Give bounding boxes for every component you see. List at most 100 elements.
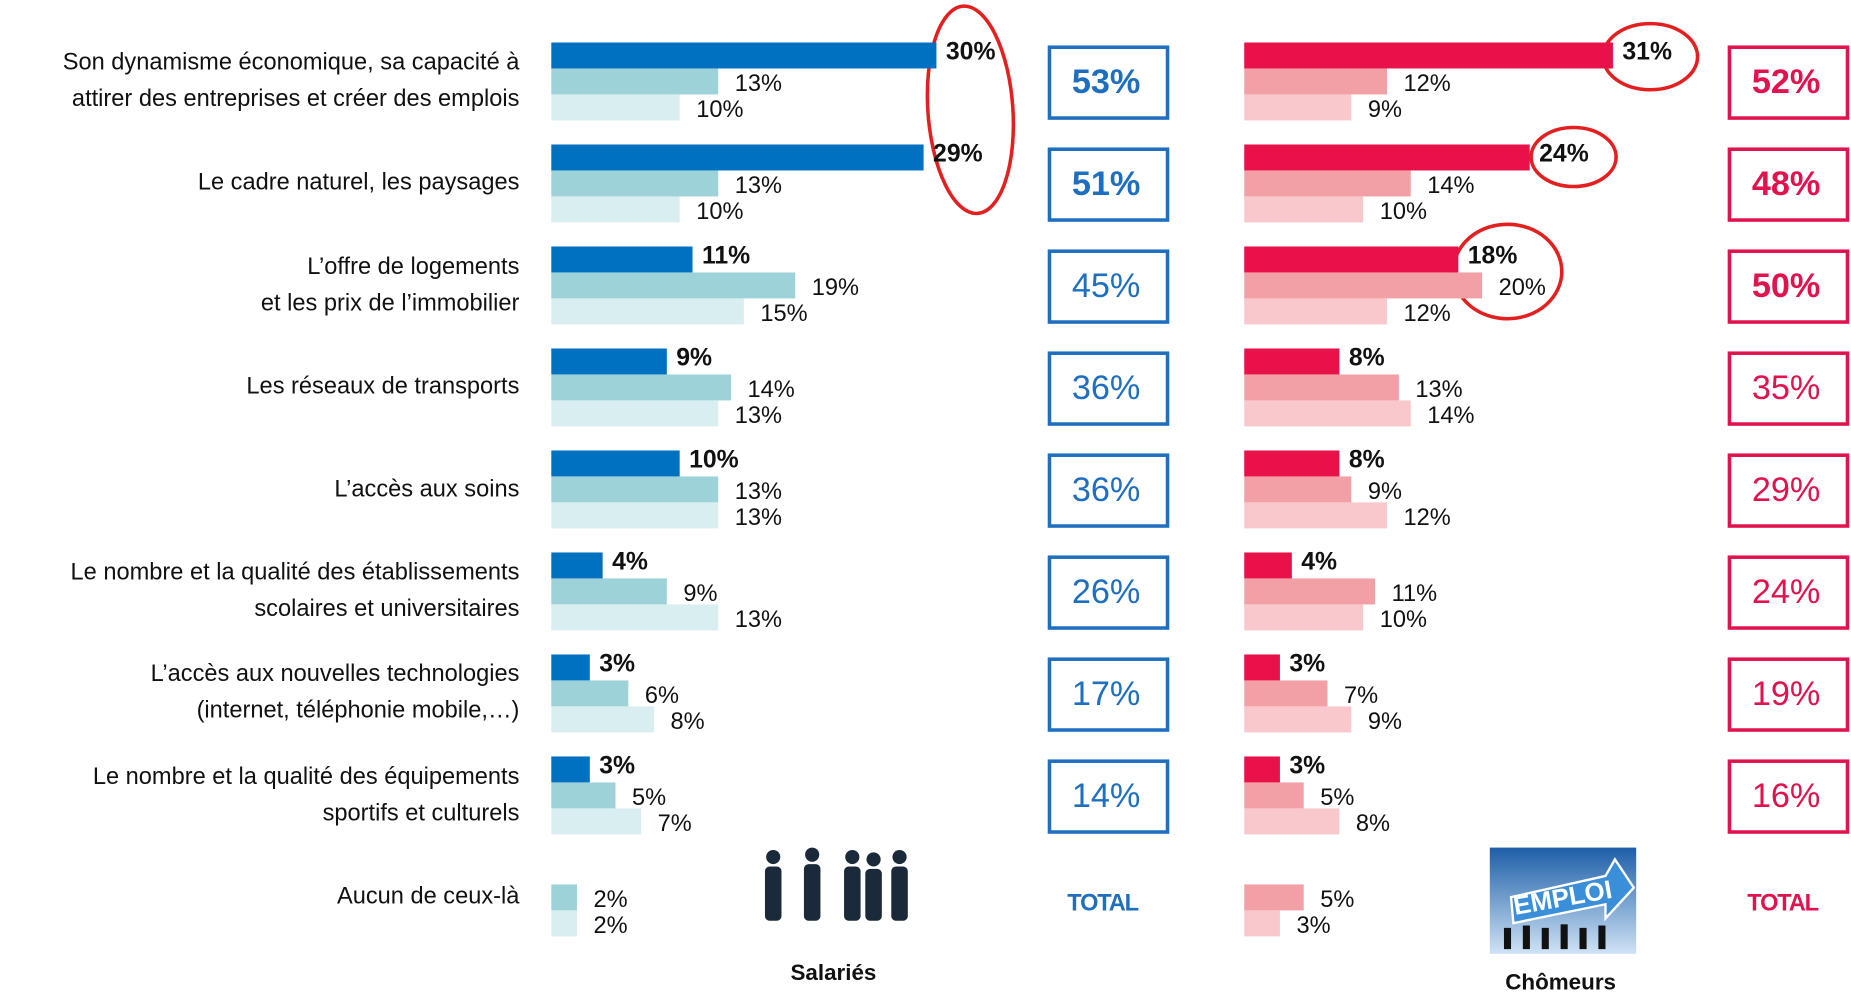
value-label: 3% [599, 651, 635, 678]
salaries-icon [765, 848, 908, 921]
value-label: 19% [812, 275, 859, 301]
total-title: TOTAL [1747, 890, 1818, 916]
value-label: 29% [933, 141, 983, 168]
value-label: 8% [1349, 345, 1385, 372]
bar [551, 196, 679, 222]
value-label: 11% [702, 243, 750, 270]
bar [1244, 400, 1411, 426]
value-label: 4% [612, 549, 648, 576]
bar [551, 476, 718, 502]
value-label: 5% [632, 785, 666, 811]
bar [551, 400, 718, 426]
bar [551, 272, 795, 298]
bar [1244, 654, 1280, 680]
value-label: 14% [748, 377, 795, 403]
bar [551, 808, 641, 834]
value-label: 8% [671, 709, 705, 735]
bar [1244, 246, 1458, 272]
category-label: L’accès aux nouvelles technologies (inte… [0, 657, 519, 730]
total-label: 35% [1752, 369, 1821, 407]
value-label: 6% [645, 683, 679, 709]
value-label: 11% [1392, 581, 1438, 607]
bar [1244, 782, 1303, 808]
total-label: 51% [1072, 165, 1141, 203]
bar [1244, 706, 1351, 732]
bar [1244, 552, 1292, 578]
bar [1244, 476, 1351, 502]
bar [551, 706, 654, 732]
value-label: 4% [1301, 549, 1337, 576]
bar [551, 68, 718, 94]
value-label: 5% [1320, 785, 1354, 811]
value-label: 13% [735, 505, 782, 531]
bar [551, 578, 667, 604]
value-label: 9% [1368, 709, 1402, 735]
bar [1244, 348, 1339, 374]
bar [551, 782, 615, 808]
total-label: 48% [1752, 165, 1821, 203]
total-label: 17% [1072, 675, 1141, 713]
value-label: 8% [1349, 447, 1385, 474]
value-label: 2% [593, 887, 627, 913]
total-label: 53% [1072, 63, 1141, 101]
bar [551, 552, 602, 578]
bar [551, 756, 590, 782]
bar [551, 680, 628, 706]
value-label: 13% [735, 403, 782, 429]
value-label: 13% [735, 173, 782, 199]
value-label: 9% [683, 581, 717, 607]
value-label: 10% [1380, 607, 1427, 633]
page: 30%29%11%9%10%4%3%3%13%13%19%14%13%9%6%5… [0, 0, 1851, 994]
value-label: 3% [599, 753, 635, 780]
bar [1244, 578, 1375, 604]
total-label: 26% [1072, 573, 1141, 611]
category-label: L’accès aux soins [0, 471, 519, 508]
value-label: 12% [1403, 301, 1450, 327]
bar [1244, 298, 1387, 324]
bar [1244, 374, 1399, 400]
bar [1244, 604, 1363, 630]
bar [1244, 680, 1327, 706]
bar [1244, 144, 1529, 170]
total-label: 45% [1072, 267, 1141, 305]
bar [1244, 808, 1339, 834]
total-label: 14% [1072, 777, 1141, 815]
total-title: TOTAL [1067, 890, 1138, 916]
bar [551, 374, 731, 400]
value-label: 13% [735, 607, 782, 633]
value-label: 9% [676, 345, 712, 372]
bar [551, 502, 718, 528]
category-label: Le cadre naturel, les paysages [0, 165, 519, 202]
value-label: 5% [1320, 887, 1354, 913]
bar [551, 42, 936, 68]
total-label: 24% [1752, 573, 1821, 611]
value-label: 9% [1368, 479, 1402, 505]
value-label: 31% [1622, 39, 1672, 66]
value-label: 13% [1415, 377, 1462, 403]
value-label: 18% [1468, 243, 1518, 270]
value-label: 12% [1403, 505, 1450, 531]
value-label: 13% [735, 479, 782, 505]
category-label: Les réseaux de transports [0, 369, 519, 406]
value-label: 2% [593, 913, 627, 939]
total-label: 52% [1752, 63, 1821, 101]
bar [551, 450, 679, 476]
category-label: L’offre de logements et les prix de l’im… [0, 249, 519, 322]
total-label: 36% [1072, 369, 1141, 407]
bar [551, 144, 923, 170]
bar [1244, 502, 1387, 528]
bar [551, 604, 718, 630]
value-label: 8% [1356, 811, 1390, 837]
value-label: 30% [946, 39, 996, 66]
bar [551, 910, 577, 936]
bar [551, 298, 744, 324]
caption: Salariés [790, 960, 876, 985]
value-label: 12% [1403, 71, 1450, 97]
value-label: 10% [689, 447, 739, 474]
bar [1244, 910, 1280, 936]
bar [1244, 94, 1351, 120]
bar [1244, 42, 1613, 68]
category-label: Son dynamisme économique, sa capacité à … [0, 45, 519, 118]
value-label: 15% [760, 301, 807, 327]
value-label: 10% [696, 199, 743, 225]
